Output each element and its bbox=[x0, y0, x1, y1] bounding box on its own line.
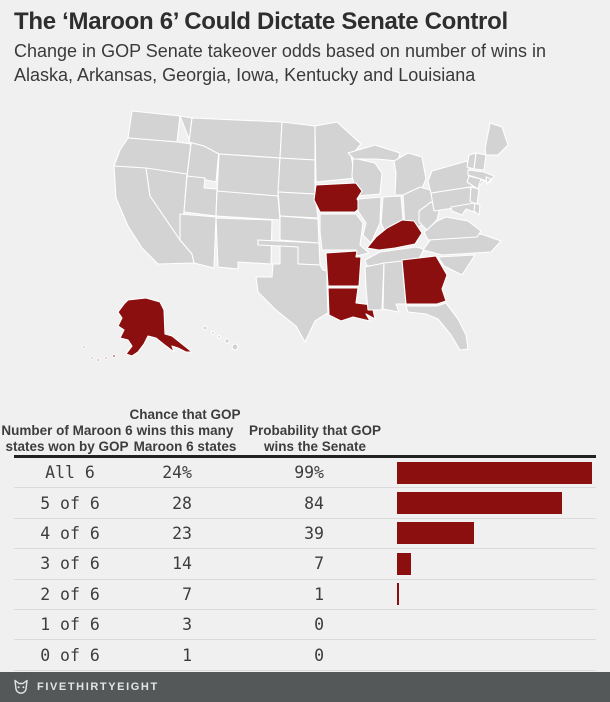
subtitle-line-2: Alaska, Arkansas, Georgia, Iowa, Kentuck… bbox=[14, 65, 476, 85]
header-rule bbox=[14, 455, 596, 458]
senate-cell: 39 bbox=[304, 523, 324, 543]
senate-odds-bar bbox=[397, 522, 474, 545]
table-row: 2 of 6 7 1 bbox=[14, 580, 596, 610]
chance-cell: 3 bbox=[182, 615, 192, 635]
table-row: 0 of 6 1 0 bbox=[14, 640, 596, 671]
column-header-senate-probability: Probability that GOP wins the Senate bbox=[248, 423, 381, 454]
state-maryland bbox=[450, 202, 478, 216]
alaska-island bbox=[112, 354, 116, 358]
senate-odds-bar bbox=[397, 461, 592, 484]
state-hawaii bbox=[216, 334, 222, 340]
state-hawaii bbox=[224, 338, 230, 344]
subtitle-line-1: Change in GOP Senate takeover odds based… bbox=[14, 41, 547, 61]
table-row: 4 of 6 23 39 bbox=[14, 519, 596, 550]
us-map bbox=[82, 110, 509, 362]
state-louisiana bbox=[327, 287, 376, 322]
chance-cell: 1 bbox=[182, 645, 192, 665]
senate-cell: 99% bbox=[294, 463, 324, 483]
state-washington bbox=[127, 110, 181, 143]
state-hawaii bbox=[231, 343, 239, 351]
column-header-chance: Chance that GOP wins this many Maroon 6 … bbox=[129, 407, 241, 454]
label-cell: 0 of 6 bbox=[40, 645, 100, 665]
state-mississippi bbox=[364, 262, 385, 311]
chance-cell: 7 bbox=[182, 584, 192, 604]
state-virginia bbox=[423, 216, 482, 241]
senate-cell: 84 bbox=[304, 493, 324, 513]
state-hawaii bbox=[202, 325, 208, 331]
state-north-dakota bbox=[279, 121, 316, 161]
chance-cell: 14 bbox=[172, 554, 192, 574]
page-subtitle: Change in GOP Senate takeover odds based… bbox=[14, 39, 546, 87]
senate-odds-bar bbox=[397, 583, 399, 606]
state-new-hampshire bbox=[473, 152, 487, 171]
table-row: 5 of 6 28 84 bbox=[14, 488, 596, 519]
senate-cell: 1 bbox=[314, 584, 324, 604]
label-cell: All 6 bbox=[45, 463, 95, 483]
state-texas bbox=[255, 245, 329, 343]
brand-wordmark: FIVETHIRTYEIGHT bbox=[37, 681, 159, 693]
label-cell: 1 of 6 bbox=[40, 615, 100, 635]
state-rhode-island bbox=[485, 176, 492, 185]
state-georgia bbox=[401, 255, 448, 305]
senate-odds-bar bbox=[397, 491, 562, 514]
state-kentucky bbox=[366, 219, 423, 251]
senate-odds-bar bbox=[397, 552, 411, 575]
alaska-island bbox=[90, 356, 94, 360]
table-row: 1 of 6 3 0 bbox=[14, 610, 596, 641]
chance-cell: 24% bbox=[162, 463, 192, 483]
alaska-island bbox=[104, 356, 108, 360]
state-south-carolina bbox=[437, 254, 476, 276]
state-new-jersey bbox=[469, 186, 480, 206]
state-missouri bbox=[319, 213, 370, 257]
page-title: The ‘Maroon 6’ Could Dictate Senate Cont… bbox=[14, 8, 508, 35]
state-utah bbox=[183, 175, 218, 217]
alaska-island bbox=[96, 358, 100, 362]
state-iowa bbox=[313, 182, 363, 213]
senate-cell: 7 bbox=[314, 554, 324, 574]
state-illinois bbox=[357, 196, 382, 244]
state-kansas bbox=[279, 215, 320, 244]
state-south-dakota bbox=[277, 157, 316, 195]
state-new-mexico bbox=[215, 217, 273, 270]
label-cell: 2 of 6 bbox=[40, 584, 100, 604]
table-row: All 6 24% 99% bbox=[14, 458, 596, 489]
state-connecticut bbox=[466, 175, 482, 190]
footer: FIVETHIRTYEIGHT bbox=[0, 672, 610, 702]
fox-logo-icon bbox=[14, 679, 28, 694]
state-delaware bbox=[473, 202, 481, 216]
alaska-island bbox=[82, 345, 86, 349]
label-cell: 5 of 6 bbox=[40, 493, 100, 513]
state-nebraska bbox=[277, 191, 319, 219]
state-florida bbox=[405, 302, 469, 351]
us-map-states bbox=[82, 110, 509, 362]
chance-cell: 28 bbox=[172, 493, 192, 513]
label-cell: 3 of 6 bbox=[40, 554, 100, 574]
state-michigan bbox=[393, 152, 427, 196]
label-cell: 4 of 6 bbox=[40, 523, 100, 543]
state-colorado bbox=[215, 190, 281, 221]
senate-cell: 0 bbox=[314, 615, 324, 635]
state-arkansas bbox=[325, 250, 362, 287]
column-header-states-won: Number of Maroon 6 states won by GOP bbox=[1, 423, 133, 454]
senate-cell: 0 bbox=[314, 645, 324, 665]
state-wisconsin bbox=[351, 157, 383, 197]
state-maine bbox=[484, 122, 509, 156]
state-hawaii bbox=[210, 330, 216, 336]
state-arizona bbox=[179, 213, 217, 269]
state-alaska bbox=[117, 297, 193, 357]
chance-cell: 23 bbox=[172, 523, 192, 543]
table-row: 3 of 6 14 7 bbox=[14, 549, 596, 580]
table-rows: All 6 24% 99% 5 of 6 28 84 4 of 6 23 39 … bbox=[14, 458, 596, 671]
